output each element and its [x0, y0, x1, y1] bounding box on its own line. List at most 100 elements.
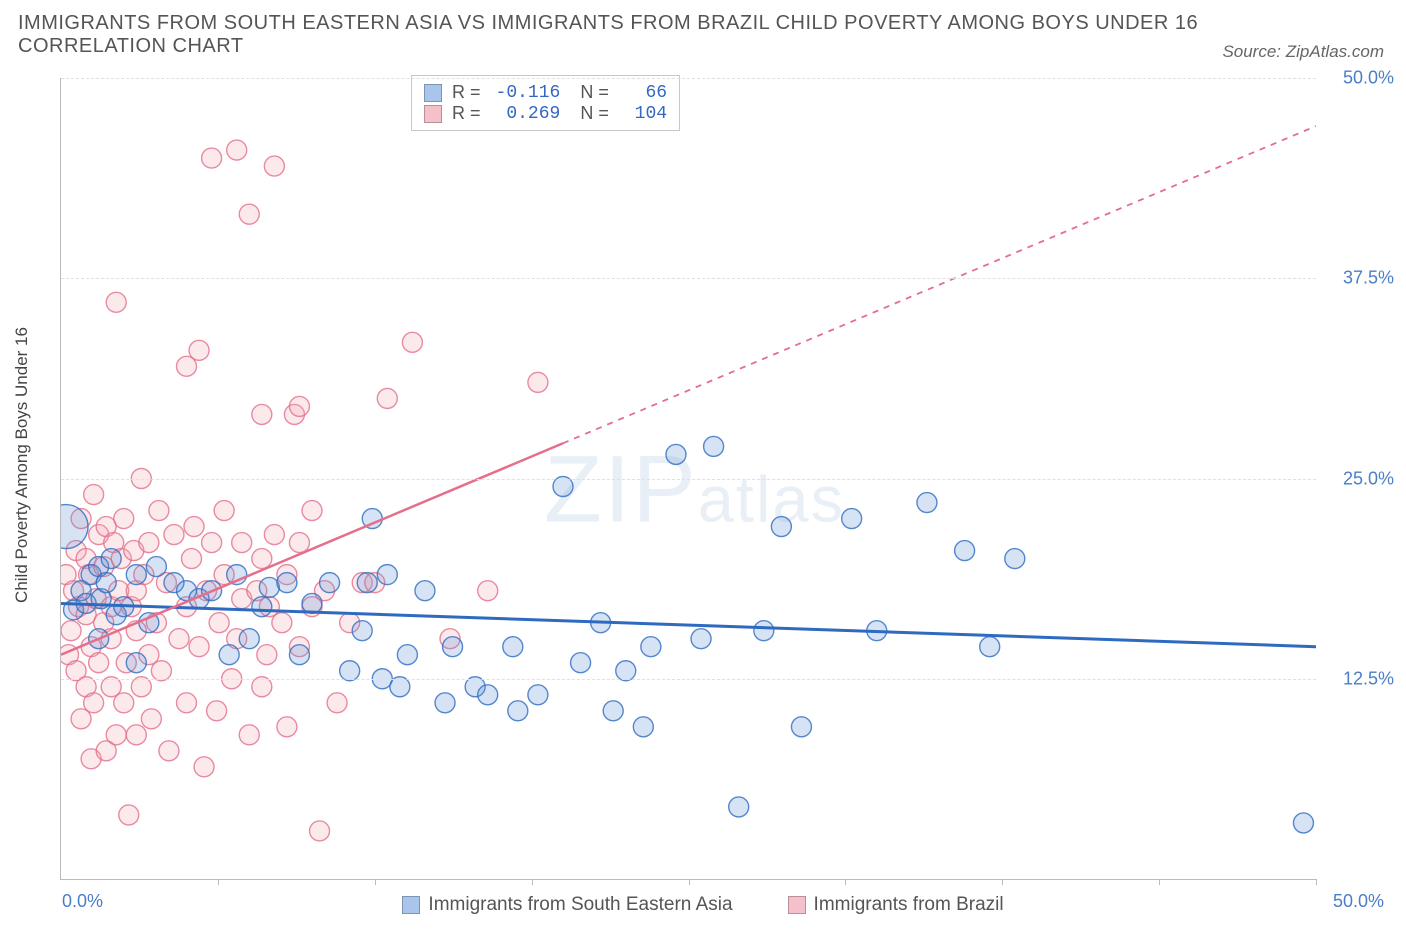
data-point [264, 525, 284, 545]
correlation-value: 0.269 [496, 104, 561, 124]
data-point [352, 621, 372, 641]
data-point [277, 717, 297, 737]
data-point [754, 621, 774, 641]
data-point [184, 517, 204, 537]
data-point [691, 629, 711, 649]
data-point [202, 533, 222, 553]
data-point [257, 645, 277, 665]
data-point [415, 581, 435, 601]
data-point [603, 701, 623, 721]
data-point [478, 685, 498, 705]
data-point [119, 805, 139, 825]
data-point [141, 709, 161, 729]
stat-row: R = 0.269 N = 104 [424, 103, 667, 124]
data-point [96, 573, 116, 593]
stat-label: R = [452, 82, 486, 103]
data-point [61, 621, 81, 641]
data-point [139, 533, 159, 553]
x-tick [1159, 879, 1160, 885]
data-point [239, 204, 259, 224]
data-point [320, 573, 340, 593]
gridline [61, 78, 1316, 79]
data-point [1005, 549, 1025, 569]
data-point [101, 549, 121, 569]
data-point [791, 717, 811, 737]
data-point [232, 533, 252, 553]
x-tick [375, 879, 376, 885]
x-tick [689, 879, 690, 885]
series-swatch [424, 84, 442, 102]
data-point [528, 685, 548, 705]
data-point [209, 613, 229, 633]
data-point [666, 444, 686, 464]
data-point [435, 693, 455, 713]
x-tick [1316, 879, 1317, 885]
sample-size-value: 104 [624, 104, 667, 124]
series-swatch [424, 105, 442, 123]
data-point [478, 581, 498, 601]
data-point [89, 653, 109, 673]
data-point [397, 645, 417, 665]
data-point [126, 653, 146, 673]
data-point [842, 509, 862, 529]
correlation-value: -0.116 [496, 83, 561, 103]
data-point [252, 404, 272, 424]
data-point [377, 565, 397, 585]
data-point [917, 493, 937, 513]
sample-size-value: 66 [624, 83, 667, 103]
gridline [61, 479, 1316, 480]
data-point [443, 637, 463, 657]
data-point [729, 797, 749, 817]
data-point [194, 757, 214, 777]
data-point [126, 565, 146, 585]
trend-line [563, 126, 1316, 443]
data-point [159, 741, 179, 761]
y-tick-label: 37.5% [1343, 268, 1394, 289]
data-point [771, 517, 791, 537]
data-point [357, 573, 377, 593]
data-point [84, 693, 104, 713]
data-point [402, 332, 422, 352]
data-point [106, 292, 126, 312]
data-point [272, 613, 292, 633]
legend-label: Immigrants from Brazil [814, 894, 1004, 916]
data-point [252, 677, 272, 697]
data-point [616, 661, 636, 681]
data-point [302, 501, 322, 521]
stat-row: R = -0.116 N = 66 [424, 82, 667, 103]
data-point [289, 396, 309, 416]
correlation-stat-box: R = -0.116 N = 66R = 0.269 N = 104 [411, 75, 680, 131]
source-attribution: Source: ZipAtlas.com [1222, 42, 1384, 62]
data-point [114, 509, 134, 529]
data-point [239, 725, 259, 745]
data-point [259, 577, 279, 597]
data-point [553, 477, 573, 497]
x-tick [532, 879, 533, 885]
legend: Immigrants from South Eastern AsiaImmigr… [0, 894, 1406, 916]
data-point [151, 661, 171, 681]
data-point [310, 821, 330, 841]
data-point [264, 156, 284, 176]
data-point [214, 501, 234, 521]
data-point [1293, 813, 1313, 833]
data-point [189, 637, 209, 657]
data-point [955, 541, 975, 561]
data-point [340, 661, 360, 681]
data-point [202, 148, 222, 168]
data-point [164, 525, 184, 545]
y-tick-label: 50.0% [1343, 68, 1394, 89]
x-tick [218, 879, 219, 885]
chart-container: IMMIGRANTS FROM SOUTH EASTERN ASIA VS IM… [0, 0, 1406, 930]
data-point [528, 372, 548, 392]
x-tick [1002, 879, 1003, 885]
data-point [980, 637, 1000, 657]
data-point [377, 388, 397, 408]
data-point [169, 629, 189, 649]
x-tick [845, 879, 846, 885]
data-point [508, 701, 528, 721]
data-point [126, 725, 146, 745]
data-point [390, 677, 410, 697]
data-point [289, 533, 309, 553]
stat-label: N = [570, 82, 614, 103]
data-point [219, 645, 239, 665]
